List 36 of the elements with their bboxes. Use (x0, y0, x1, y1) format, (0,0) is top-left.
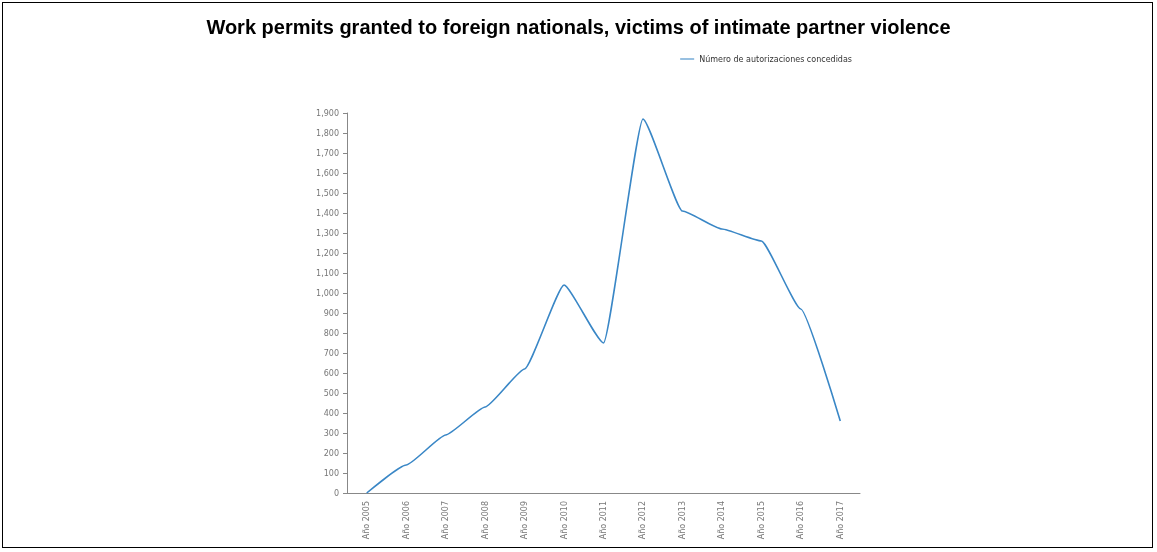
y-tick-label: 1,800 (316, 128, 339, 138)
y-tick-label: 500 (323, 388, 339, 398)
x-tick-label: Año 2010 (559, 501, 569, 540)
y-tick-label: 1,000 (316, 288, 339, 298)
y-tick-label: 1,400 (316, 208, 339, 218)
y-tick-label: 400 (323, 408, 339, 418)
x-tick-label: Año 2007 (441, 501, 451, 540)
x-tick-label: Año 2017 (835, 501, 845, 540)
y-tick-label: 1,500 (316, 188, 339, 198)
x-tick-label: Año 2015 (756, 501, 766, 540)
y-tick-label: 100 (323, 468, 339, 478)
x-tick-label: Año 2012 (638, 501, 648, 540)
x-tick-label: Año 2013 (677, 501, 687, 540)
chart-title: Work permits granted to foreign nationals, victims of intimate partner violence (206, 16, 951, 38)
y-tick-label: 700 (323, 348, 339, 358)
y-tick-label: 200 (323, 448, 339, 458)
y-tick-label: 600 (323, 368, 339, 378)
y-tick-label: 1,600 (316, 168, 339, 178)
y-tick-label: 800 (323, 328, 339, 338)
y-tick-label: 300 (323, 428, 339, 438)
x-tick-label: Año 2014 (717, 501, 727, 540)
y-tick-label: 1,900 (316, 108, 339, 118)
y-tick-label: 1,200 (316, 248, 339, 258)
x-tick-label: Año 2008 (480, 501, 490, 540)
legend-label: Número de autorizaciones concedidas (699, 54, 853, 64)
y-tick-label: 1,300 (316, 228, 339, 238)
y-tick-label: 900 (323, 308, 339, 318)
x-tick-label: Año 2011 (599, 501, 608, 540)
x-tick-label: Año 2006 (401, 501, 411, 540)
y-tick-label: 0 (333, 488, 339, 498)
x-tick-label: Año 2005 (362, 501, 372, 540)
y-tick-label: 1,100 (316, 268, 339, 278)
y-tick-label: 1,700 (316, 148, 339, 158)
line-series (365, 118, 842, 494)
x-tick-label: Año 2016 (796, 501, 806, 540)
x-tick-label: Año 2009 (520, 501, 530, 540)
